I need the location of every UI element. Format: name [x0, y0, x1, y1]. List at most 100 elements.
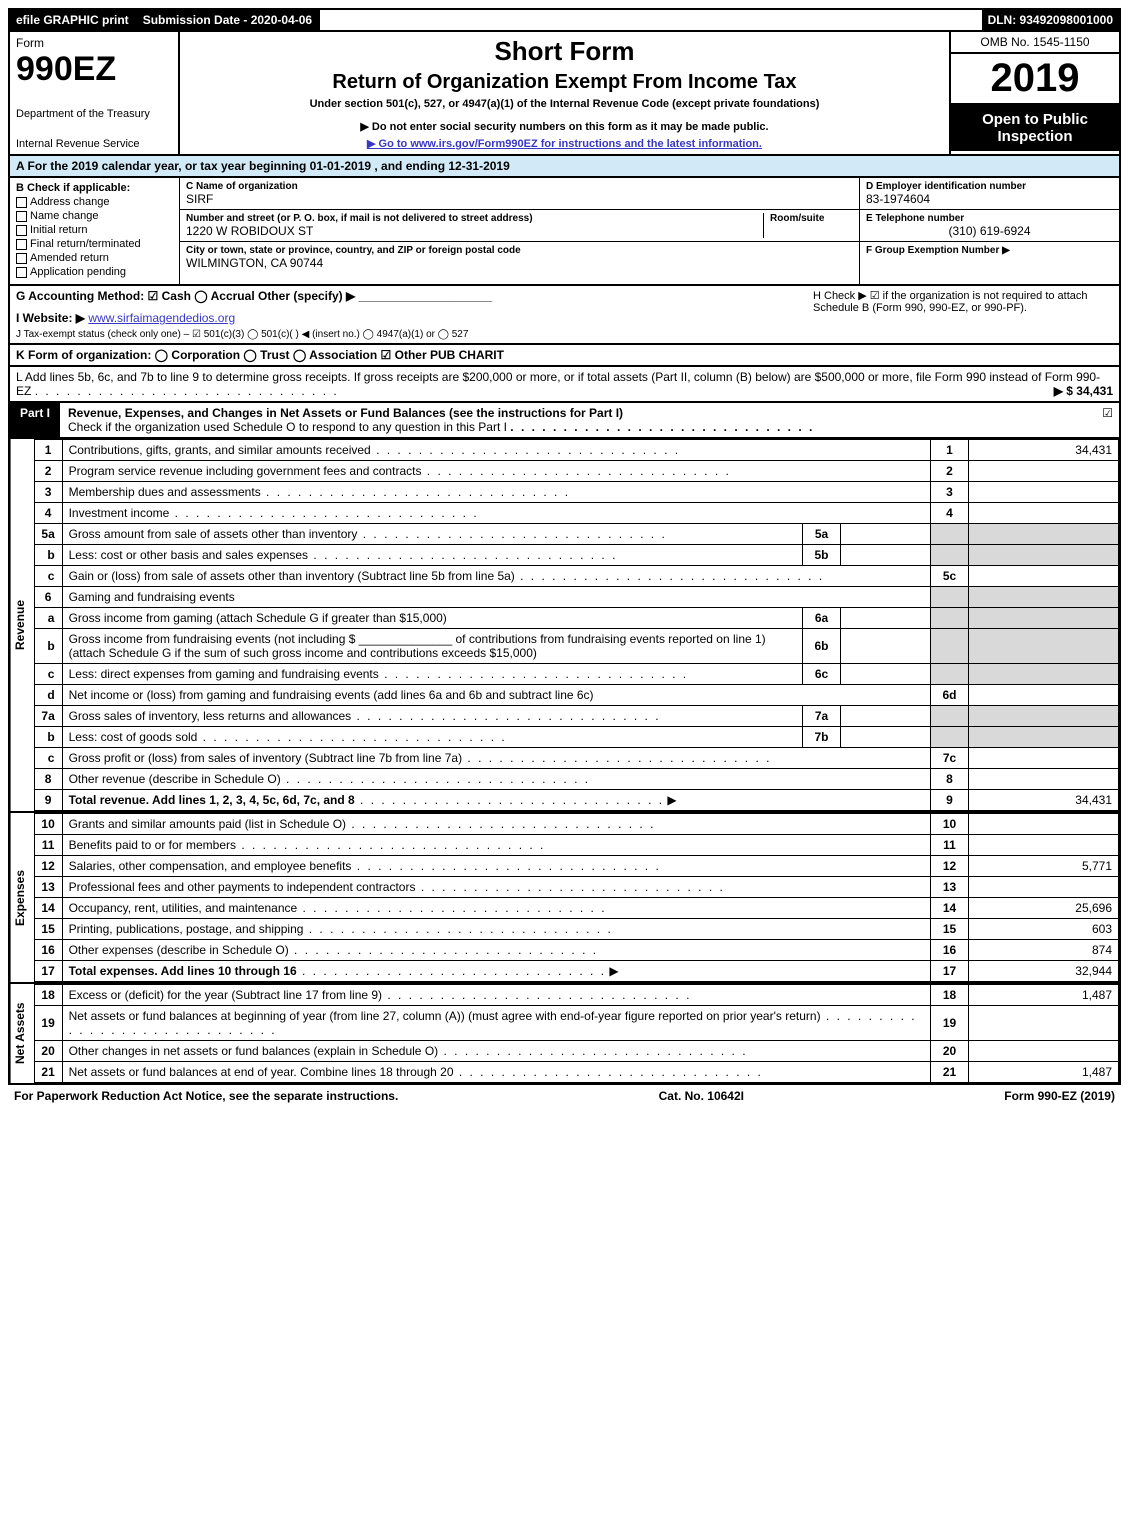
city-label: City or town, state or province, country…: [186, 245, 853, 256]
line-6b: bGross income from fundraising events (n…: [34, 629, 1118, 664]
cb-final-return[interactable]: Final return/terminated: [16, 238, 173, 250]
footer-right: Form 990-EZ (2019): [1004, 1089, 1115, 1103]
org-city: WILMINGTON, CA 90744: [186, 256, 853, 270]
phone: (310) 619-6924: [866, 224, 1113, 238]
part1-title: Revenue, Expenses, and Changes in Net As…: [60, 403, 1096, 437]
accounting-method: G Accounting Method: ☑ Cash ◯ Accrual Ot…: [16, 289, 813, 303]
line-7b: bLess: cost of goods sold7b: [34, 727, 1118, 748]
line-14: 14Occupancy, rent, utilities, and mainte…: [34, 898, 1118, 919]
cb-initial-return[interactable]: Initial return: [16, 224, 173, 236]
line-19: 19Net assets or fund balances at beginni…: [34, 1006, 1118, 1041]
line-4: 4Investment income4: [34, 503, 1118, 524]
dln: DLN: 93492098001000: [982, 10, 1119, 30]
topbar: efile GRAPHIC print Submission Date - 20…: [8, 8, 1121, 32]
header-mid: Short Form Return of Organization Exempt…: [180, 32, 949, 154]
dots: [35, 384, 339, 398]
line-18: 18Excess or (deficit) for the year (Subt…: [34, 985, 1118, 1006]
goto-link[interactable]: ▶ Go to www.irs.gov/Form990EZ for instru…: [188, 137, 941, 150]
side-net-assets: Net Assets: [10, 984, 34, 1083]
line-13: 13Professional fees and other payments t…: [34, 877, 1118, 898]
part1-checkbox[interactable]: ☑: [1096, 403, 1119, 437]
room-label: Room/suite: [770, 213, 853, 224]
row-l-amount: ▶ $ 34,431: [1054, 384, 1113, 398]
line-16: 16Other expenses (describe in Schedule O…: [34, 940, 1118, 961]
line-6: 6Gaming and fundraising events: [34, 587, 1118, 608]
line-6d: dNet income or (loss) from gaming and fu…: [34, 685, 1118, 706]
line-7c: cGross profit or (loss) from sales of in…: [34, 748, 1118, 769]
expenses-table: 10Grants and similar amounts paid (list …: [34, 813, 1119, 982]
line-1: 1Contributions, gifts, grants, and simil…: [34, 440, 1118, 461]
box-h: H Check ▶ ☑ if the organization is not r…: [813, 289, 1113, 340]
row-j: J Tax-exempt status (check only one) – ☑…: [16, 329, 813, 340]
under-section: Under section 501(c), 527, or 4947(a)(1)…: [188, 98, 941, 110]
line-11: 11Benefits paid to or for members11: [34, 835, 1118, 856]
cb-address-change[interactable]: Address change: [16, 196, 173, 208]
part1-check-line: Check if the organization used Schedule …: [68, 420, 507, 434]
org-address: 1220 W ROBIDOUX ST: [186, 224, 763, 238]
line-5a: 5aGross amount from sale of assets other…: [34, 524, 1118, 545]
omb-no: OMB No. 1545-1150: [951, 32, 1119, 54]
line-21: 21Net assets or fund balances at end of …: [34, 1062, 1118, 1083]
line-6c: cLess: direct expenses from gaming and f…: [34, 664, 1118, 685]
topbar-spacer: [320, 10, 981, 30]
box-c: C Name of organization SIRF Number and s…: [180, 178, 859, 284]
cb-amended-return[interactable]: Amended return: [16, 252, 173, 264]
footer-left: For Paperwork Reduction Act Notice, see …: [14, 1089, 398, 1103]
group-label: F Group Exemption Number ▶: [866, 245, 1113, 256]
expenses-block: Expenses 10Grants and similar amounts pa…: [8, 813, 1121, 984]
revenue-block: Revenue 1Contributions, gifts, grants, a…: [8, 439, 1121, 813]
page-footer: For Paperwork Reduction Act Notice, see …: [8, 1085, 1121, 1107]
dept-treasury: Department of the Treasury: [16, 108, 172, 120]
revenue-table: 1Contributions, gifts, grants, and simil…: [34, 439, 1119, 811]
line-12: 12Salaries, other compensation, and empl…: [34, 856, 1118, 877]
irs-link[interactable]: ▶ Go to www.irs.gov/Form990EZ for instru…: [367, 138, 762, 150]
cb-application-pending[interactable]: Application pending: [16, 266, 173, 278]
line-9: 9Total revenue. Add lines 1, 2, 3, 4, 5c…: [34, 790, 1118, 811]
org-name: SIRF: [186, 192, 853, 206]
org-name-label: C Name of organization: [186, 181, 853, 192]
row-gh: G Accounting Method: ☑ Cash ◯ Accrual Ot…: [8, 286, 1121, 345]
side-revenue: Revenue: [10, 439, 34, 811]
return-title: Return of Organization Exempt From Incom…: [188, 71, 941, 94]
website-link[interactable]: www.sirfaimagendedios.org: [88, 311, 235, 325]
header-right: OMB No. 1545-1150 2019 Open to Public In…: [949, 32, 1119, 154]
net-assets-table: 18Excess or (deficit) for the year (Subt…: [34, 984, 1119, 1083]
phone-label: E Telephone number: [866, 213, 1113, 224]
section-a: A For the 2019 calendar year, or tax yea…: [8, 156, 1121, 178]
cb-name-change[interactable]: Name change: [16, 210, 173, 222]
line-5b: bLess: cost or other basis and sales exp…: [34, 545, 1118, 566]
tax-year: 2019: [951, 54, 1119, 105]
form-header: Form 990EZ Department of the Treasury In…: [8, 32, 1121, 156]
line-15: 15Printing, publications, postage, and s…: [34, 919, 1118, 940]
part1-title-text: Revenue, Expenses, and Changes in Net As…: [68, 406, 623, 420]
line-5c: cGain or (loss) from sale of assets othe…: [34, 566, 1118, 587]
box-b: B Check if applicable: Address change Na…: [10, 178, 180, 284]
ein: 83-1974604: [866, 192, 1113, 206]
line-20: 20Other changes in net assets or fund ba…: [34, 1041, 1118, 1062]
efile-print[interactable]: efile GRAPHIC print: [10, 10, 137, 30]
line-3: 3Membership dues and assessments3: [34, 482, 1118, 503]
footer-mid: Cat. No. 10642I: [659, 1089, 744, 1103]
net-assets-block: Net Assets 18Excess or (deficit) for the…: [8, 984, 1121, 1085]
line-7a: 7aGross sales of inventory, less returns…: [34, 706, 1118, 727]
line-6a: aGross income from gaming (attach Schedu…: [34, 608, 1118, 629]
open-public: Open to Public Inspection: [951, 105, 1119, 151]
row-l: L Add lines 5b, 6c, and 7b to line 9 to …: [8, 367, 1121, 403]
side-expenses: Expenses: [10, 813, 34, 982]
row-k: K Form of organization: ◯ Corporation ◯ …: [8, 345, 1121, 367]
form-word: Form: [16, 36, 172, 50]
line-2: 2Program service revenue including gover…: [34, 461, 1118, 482]
ein-label: D Employer identification number: [866, 181, 1113, 192]
line-17: 17Total expenses. Add lines 10 through 1…: [34, 961, 1118, 982]
entity-block: B Check if applicable: Address change Na…: [8, 178, 1121, 286]
box-def: D Employer identification number 83-1974…: [859, 178, 1119, 284]
submission-date: Submission Date - 2020-04-06: [137, 10, 320, 30]
addr-label: Number and street (or P. O. box, if mail…: [186, 213, 763, 224]
line-8: 8Other revenue (describe in Schedule O)8: [34, 769, 1118, 790]
line-10: 10Grants and similar amounts paid (list …: [34, 814, 1118, 835]
irs: Internal Revenue Service: [16, 138, 172, 150]
form-number: 990EZ: [16, 50, 172, 89]
part1-tag: Part I: [10, 403, 60, 437]
ssn-warning: ▶ Do not enter social security numbers o…: [188, 120, 941, 133]
header-left: Form 990EZ Department of the Treasury In…: [10, 32, 180, 154]
